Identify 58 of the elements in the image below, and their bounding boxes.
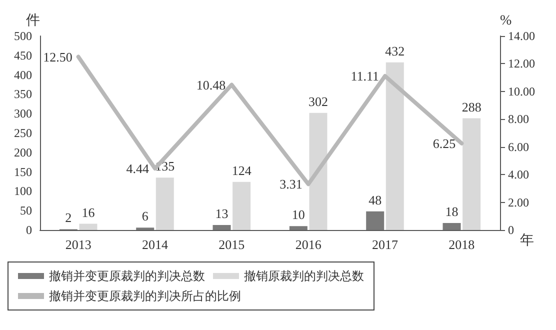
- y-axis-title: 件: [26, 12, 40, 28]
- bar: [79, 224, 98, 230]
- y-tick-label: 150: [14, 164, 32, 179]
- y-tick-label: 500: [14, 29, 32, 43]
- data-label: 12.50: [43, 49, 72, 64]
- data-label: 10: [292, 207, 305, 222]
- data-label: 16: [82, 204, 96, 220]
- y2-tick-label: 12.00: [508, 56, 535, 71]
- legend-label: 撤销并变更原裁判的判决总数: [49, 269, 205, 283]
- data-label: 11.11: [350, 68, 379, 84]
- bar: [232, 182, 251, 230]
- x-tick-label: 2013: [65, 237, 92, 252]
- x-axis-title: 年: [520, 232, 534, 248]
- data-label: 2: [65, 210, 72, 226]
- y2-tick-label: 2.00: [508, 195, 529, 210]
- y-tick-label: 0: [26, 223, 32, 237]
- data-label: 302: [308, 94, 328, 109]
- bar: [309, 112, 328, 230]
- x-tick-label: 2015: [218, 237, 245, 252]
- bar: [156, 178, 174, 230]
- y-tick-label: 200: [14, 145, 32, 160]
- y2-tick-label: 14.00: [508, 29, 535, 43]
- bar: [366, 211, 384, 230]
- data-label: 6.25: [432, 136, 456, 151]
- y2-tick-label: 8.00: [508, 112, 529, 126]
- y2-tick-label: 10.00: [508, 84, 535, 98]
- bar: [212, 224, 231, 230]
- y2-tick-label: 0: [508, 223, 514, 237]
- y-tick-label: 350: [14, 87, 32, 102]
- y-tick-label: 250: [14, 126, 32, 140]
- y-tick-label: 400: [14, 68, 32, 82]
- data-label: 6: [142, 208, 149, 224]
- legend-label: 撤销并变更原裁判的判决所占的比例: [49, 289, 241, 303]
- data-label: 48: [368, 192, 382, 208]
- data-label: 18: [445, 204, 458, 220]
- legend-label: 撤销原裁判的判决总数: [244, 269, 364, 283]
- bar: [462, 118, 481, 230]
- x-tick-label: 2017: [372, 237, 398, 252]
- x-tick-label: 2014: [142, 237, 168, 252]
- y-tick-label: 300: [14, 106, 32, 121]
- y-tick-label: 50: [20, 204, 32, 218]
- y2-axis-title: %: [500, 14, 512, 28]
- data-label: 10.48: [196, 77, 226, 92]
- bar: [289, 226, 308, 230]
- y2-tick-label: 6.00: [508, 140, 529, 154]
- x-tick-label: 2016: [295, 237, 322, 252]
- data-label: 124: [232, 162, 252, 178]
- data-label: 288: [462, 99, 482, 114]
- y-tick-label: 100: [14, 184, 32, 198]
- y-tick-label: 450: [14, 48, 32, 62]
- x-tick-label: 2018: [448, 237, 475, 252]
- data-label: 13: [215, 206, 228, 221]
- data-label: 3.31: [280, 176, 302, 192]
- data-label: 4.44: [126, 160, 150, 176]
- bar: [386, 62, 404, 230]
- data-label: 432: [385, 43, 405, 58]
- bar: [442, 223, 461, 230]
- y2-tick-label: 4.00: [508, 168, 529, 182]
